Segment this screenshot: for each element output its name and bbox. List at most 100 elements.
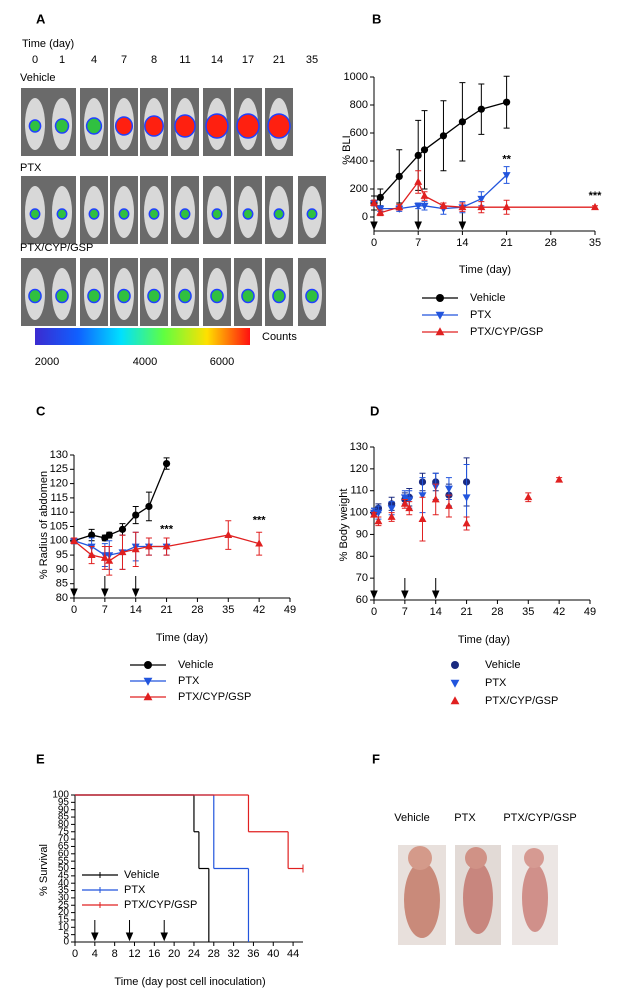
x-tick-label: 0 [371, 237, 377, 249]
photo-label: Vehicle [394, 812, 429, 824]
x-tick-label: 20 [168, 948, 180, 960]
panel-letter: D [370, 403, 379, 418]
group-label: PTX/CYP/GSP [20, 242, 93, 254]
legend-marker [435, 311, 445, 320]
day-label: 7 [121, 54, 127, 66]
marker [70, 536, 78, 544]
y-axis-label: % Survival [38, 844, 50, 896]
y-tick-label: 120 [50, 478, 68, 490]
marker [376, 208, 385, 216]
marker [418, 514, 427, 523]
marker [374, 516, 383, 525]
colorbar-tick: 4000 [133, 356, 157, 368]
x-tick-label: 28 [491, 606, 503, 618]
signal [29, 208, 41, 220]
y-tick-label: 600 [350, 127, 368, 139]
legend-marker [451, 661, 459, 669]
x-tick-label: 0 [371, 606, 377, 618]
day-label: 17 [242, 54, 254, 66]
x-tick-label: 40 [267, 948, 279, 960]
photo [398, 845, 558, 945]
series-line [73, 534, 260, 562]
marker [420, 191, 429, 199]
y-tick-label: 1000 [344, 71, 368, 83]
x-tick-label: 21 [500, 237, 512, 249]
marker [105, 556, 114, 564]
marker [502, 172, 511, 180]
y-tick-label: 130 [350, 441, 368, 453]
legend-label: Vehicle [124, 869, 159, 881]
treatment-arrow [101, 576, 109, 598]
legend-label: PTX [470, 309, 492, 321]
legend-label: PTX [124, 884, 146, 896]
y-axis-label: % BLI [341, 135, 353, 164]
y-tick-label: 110 [50, 506, 68, 518]
treatment-arrow [125, 920, 134, 942]
marker [502, 202, 511, 211]
signal [210, 288, 224, 304]
day-label: 8 [151, 54, 157, 66]
x-tick-label: 0 [72, 948, 78, 960]
marker [145, 502, 153, 511]
marker [162, 542, 171, 550]
annotation: *** [160, 523, 174, 535]
photo-label: PTX/CYP/GSP [503, 812, 576, 824]
y-tick-label: 90 [356, 528, 368, 540]
y-tick-label: 5 [63, 929, 69, 940]
y-tick-label: 115 [50, 492, 68, 504]
x-tick-label: 16 [148, 948, 160, 960]
x-tick-label: 35 [222, 604, 234, 616]
marker [431, 495, 440, 503]
marker [162, 459, 171, 468]
y-tick-label: 40 [58, 878, 70, 889]
legend-marker [436, 294, 444, 302]
marker [395, 172, 403, 180]
signal [174, 114, 196, 138]
y-tick-label: 100 [52, 790, 69, 801]
marker [400, 494, 409, 502]
signal [114, 116, 134, 136]
signal [87, 288, 101, 304]
marker [591, 202, 599, 211]
x-tick-label: 21 [460, 606, 472, 618]
day-label: 1 [59, 54, 65, 66]
x-tick-label: 7 [402, 606, 408, 618]
marker [458, 118, 466, 126]
y-tick-label: 25 [58, 900, 70, 911]
marker [400, 499, 409, 507]
y-tick-label: 0 [362, 211, 368, 223]
marker [477, 202, 486, 211]
y-tick-label: 15 [58, 915, 70, 926]
legend-marker [143, 677, 153, 686]
x-tick-label: 4 [92, 948, 98, 960]
x-tick-label: 7 [415, 237, 421, 249]
panel-letter: E [36, 751, 45, 766]
y-tick-label: 95 [58, 797, 70, 808]
treatment-arrow [91, 920, 99, 942]
marker [444, 501, 453, 509]
y-tick-label: 50 [58, 863, 70, 874]
day-label: 14 [211, 54, 223, 66]
marker [405, 503, 414, 512]
x-tick-label: 14 [130, 604, 142, 616]
signal [241, 288, 255, 304]
treatment-arrow [131, 576, 140, 598]
signal [147, 288, 161, 304]
marker [439, 201, 448, 209]
signal [144, 115, 164, 137]
colorbar-tick: 2000 [35, 356, 59, 368]
marker [370, 510, 378, 518]
x-tick-label: 12 [128, 948, 140, 960]
legend-marker [450, 679, 460, 688]
legend-label: Vehicle [485, 659, 520, 671]
y-tick-label: 60 [58, 848, 70, 859]
x-axis-label: Time (day post cell inoculation) [114, 976, 265, 988]
marker [462, 494, 471, 502]
marker [477, 195, 486, 204]
y-tick-label: 800 [350, 99, 368, 111]
marker [414, 202, 423, 211]
x-tick-label: 28 [191, 604, 203, 616]
y-tick-label: 35 [58, 885, 70, 896]
annotation: *** [253, 515, 267, 527]
